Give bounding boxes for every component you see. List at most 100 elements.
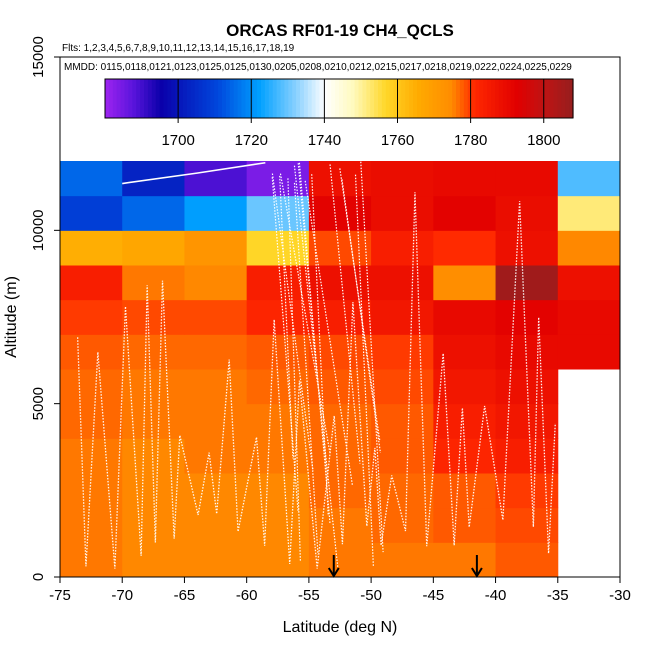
colorbar-segment [128,79,133,118]
colorbar-segment [549,79,555,118]
heatmap-cell [246,507,310,543]
colorbar-segment [440,79,445,118]
heatmap-cell [60,369,123,405]
heatmap-cell [308,230,372,266]
colorbar-segment [342,79,348,118]
heatmap-cell [246,438,310,474]
colorbar-segment [526,79,531,118]
heatmap-cell [495,507,559,543]
y-axis: 0 5000 10000 15000 [30,36,60,581]
plot-frame [59,56,621,578]
flight-track [339,168,381,441]
colorbar-segment [374,79,379,118]
colorbar-segment [506,79,512,118]
heatmap-cell [246,334,310,370]
heatmap-cell [433,299,497,335]
x-axis-label: Latitude (deg N) [283,619,398,636]
arrow-markers [327,555,483,578]
colorbar-segment [409,79,414,118]
colorbar-segment [218,79,223,118]
heatmap-cell [122,507,185,543]
colorbar-tick-label: 1800 [527,132,560,149]
x-tick-label: -75 [49,587,71,604]
colorbar-segment [288,79,293,118]
heatmap-cell [246,230,310,266]
heatmap-cell [122,265,185,301]
colorbar-segment [186,79,192,118]
x-tick-label: -65 [174,587,196,604]
colorbar-segment [241,79,246,118]
colorbar-segment [292,79,297,118]
flight-track [279,175,294,459]
colorbar-segment [514,79,519,118]
colorbar-segment [339,79,344,118]
flight-track [360,161,384,553]
heatmap-cell [557,161,620,197]
colorbar-segment [417,79,422,118]
heatmap-cell [184,265,248,301]
heatmap-cell [495,230,559,266]
colorbar-segment [335,79,340,118]
colorbar-segment [116,79,122,118]
heatmap-cell [433,230,497,266]
colorbar-segment [479,79,484,118]
colorbar-segment [471,79,477,118]
colorbar-segment [366,79,371,118]
heatmap-cell [495,265,559,301]
colorbar-segment [276,79,282,118]
colorbar-segment [120,79,126,118]
flight-track [279,173,331,453]
colorbar-segment [456,79,461,118]
colorbar-tick-label: 1760 [381,132,414,149]
x-tick-label: -70 [111,587,133,604]
heatmap-cell [60,230,123,266]
colorbar-segment [436,79,441,118]
colorbar-segment [268,79,274,118]
colorbar-segment [467,79,473,118]
colorbar-segment [510,79,516,118]
heatmap-cell [371,299,434,335]
colorbar-segment [210,79,215,118]
colorbar-segment [537,79,543,118]
colorbar-segment [370,79,375,118]
x-tick-label: -55 [298,587,320,604]
flight-track [271,173,314,472]
flight-track [297,163,325,452]
colorbar-segment [545,79,551,118]
colorbar-segment [534,79,539,118]
colorbar-segment [424,79,430,118]
colorbar-segment [140,79,145,118]
colorbar-segment [253,79,258,118]
colorbar-segment [202,79,207,118]
colorbar-segment [155,79,161,118]
heatmap-cell [371,265,434,301]
x-tick-label: -45 [422,587,444,604]
colorbar-tick-label: 1740 [308,132,341,149]
flight-track [76,192,556,569]
colorbar-tick-label: 1720 [235,132,268,149]
heatmap-cell [184,334,248,370]
x-tick-label: -60 [236,587,258,604]
colorbar-segment [280,79,285,118]
heatmap-cell [184,230,248,266]
heatmap-cell [495,473,559,509]
flight-track [304,180,353,485]
heatmap-cell [495,161,559,197]
heatmap-cell [184,299,248,335]
heatmap-cells [60,161,620,578]
colorbar-segment [144,79,149,118]
heatmap-cell [495,542,559,578]
heatmap-cell [433,265,497,301]
colorbar-segment [327,79,332,118]
chart-title: ORCAS RF01-19 CH4_QCLS [226,21,454,40]
heatmap-cell [246,403,310,439]
flights-label: Flts: 1,2,3,4,5,6,7,8,9,10,11,12,13,14,1… [62,43,295,54]
colorbar-segment [225,79,231,118]
colorbar-segment [385,79,391,118]
colorbar-segment [362,79,367,118]
flight-track [354,174,374,567]
heatmap-cell [246,265,310,301]
heatmap-cell [60,195,123,231]
heatmap-cell [308,403,372,439]
colorbar-segment [105,79,110,118]
